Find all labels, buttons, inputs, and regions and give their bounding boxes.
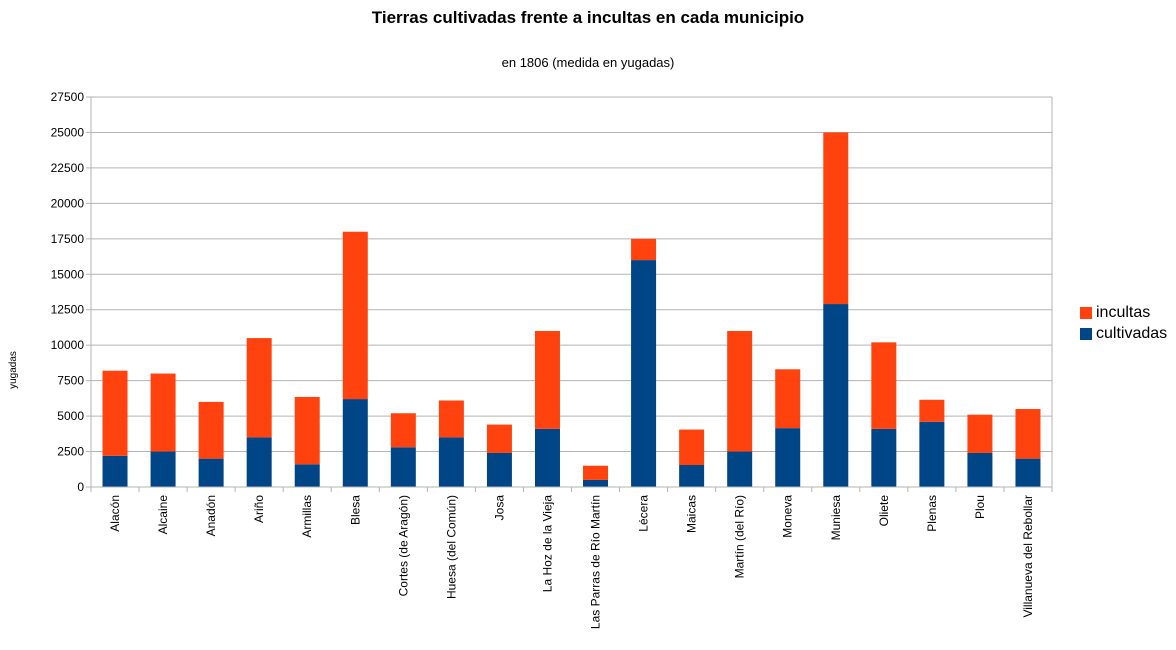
bar-incultas xyxy=(342,231,368,400)
x-tick-label: Cortes (de Aragón) xyxy=(396,495,410,596)
y-tick-label: 20000 xyxy=(51,196,85,210)
x-tick-label: La Hoz de la Vieja xyxy=(540,495,554,593)
bar-cultivadas xyxy=(967,452,993,487)
bar-cultivadas xyxy=(727,451,753,487)
x-tick-label: Muniesa xyxy=(829,495,843,541)
bar-cultivadas xyxy=(486,452,512,487)
y-tick-label: 17500 xyxy=(51,232,85,246)
bar-incultas xyxy=(1015,409,1041,459)
x-tick-label: Las Parras de Río Martín xyxy=(589,495,603,629)
bar-cultivadas xyxy=(1015,458,1041,487)
chart-legend: incultas cultivadas xyxy=(1080,303,1167,345)
bar-cultivadas xyxy=(679,465,705,487)
bar-incultas xyxy=(390,413,416,448)
bar-cultivadas xyxy=(775,428,801,487)
bar-incultas xyxy=(823,132,849,305)
bar-cultivadas xyxy=(246,437,272,487)
bar-cultivadas xyxy=(294,464,320,487)
bar-incultas xyxy=(198,401,224,459)
bar-incultas xyxy=(967,414,993,453)
x-tick-label: Ariño xyxy=(252,495,266,523)
y-tick-label: 22500 xyxy=(51,161,85,175)
bar-cultivadas xyxy=(150,451,176,487)
x-tick-label: Blesa xyxy=(348,495,362,525)
chart-subtitle: en 1806 (medida en yugadas) xyxy=(501,55,675,70)
bar-cultivadas xyxy=(342,399,368,487)
bar-cultivadas xyxy=(871,428,897,487)
legend-item-incultas: incultas xyxy=(1080,303,1167,322)
bar-cultivadas xyxy=(919,421,945,487)
bar-cultivadas xyxy=(198,458,224,487)
bar-cultivadas xyxy=(534,428,560,487)
bar-incultas xyxy=(919,399,945,422)
x-tick-labels: Alacón Alcaine Anadón Ariño Armillas Blesa Cor… xyxy=(108,495,1035,629)
legend-swatch xyxy=(1080,306,1092,319)
bar-incultas xyxy=(679,429,705,466)
bar-cultivadas xyxy=(390,447,416,487)
bars xyxy=(102,132,1041,487)
y-tick-label: 0 xyxy=(77,480,84,494)
bar-incultas xyxy=(871,342,897,429)
bar-incultas xyxy=(775,369,801,429)
bar-incultas xyxy=(583,465,609,480)
x-tick-label: Moneva xyxy=(781,495,795,538)
y-tick-label: 10000 xyxy=(51,338,85,352)
y-tick-labels: 0 2500 5000 7500 10000 12500 15000 17500 20000 22… xyxy=(51,90,85,494)
y-tick-label: 12500 xyxy=(51,303,85,317)
legend-label: incultas xyxy=(1096,303,1151,321)
x-tick-label: Alcaine xyxy=(156,495,170,535)
y-axis-label: yugadas xyxy=(8,351,19,389)
bar-incultas xyxy=(727,331,753,452)
x-tick-label: Plou xyxy=(973,495,987,519)
legend-item-cultivadas: cultivadas xyxy=(1080,324,1167,343)
x-tick-label: Armillas xyxy=(300,495,314,538)
bar-incultas xyxy=(102,370,128,456)
bar-incultas xyxy=(246,338,272,438)
chart-title: Tierras cultivadas frente a incultas en … xyxy=(371,8,805,27)
bar-cultivadas xyxy=(823,304,849,487)
bar-cultivadas xyxy=(583,479,609,487)
axes xyxy=(90,97,1053,488)
y-tick-label: 7500 xyxy=(57,374,84,388)
y-tick-label: 15000 xyxy=(51,267,85,281)
bar-cultivadas xyxy=(438,437,464,487)
legend-label: cultivadas xyxy=(1096,324,1168,342)
x-tick-label: Lécera xyxy=(637,495,651,532)
x-tick-label: Maicas xyxy=(685,495,699,533)
x-tick-label: Oliete xyxy=(877,495,891,527)
bar-incultas xyxy=(294,396,320,465)
y-tick-label: 2500 xyxy=(57,445,84,459)
bar-cultivadas xyxy=(631,260,657,487)
y-tick-label: 5000 xyxy=(57,409,84,423)
x-tick-label: Villanueva del Rebollar xyxy=(1021,495,1035,618)
x-tick-label: Alacón xyxy=(108,495,122,532)
x-tick-label: Martín (del Río) xyxy=(733,495,747,578)
bar-incultas xyxy=(486,424,512,453)
legend-swatch xyxy=(1080,327,1092,340)
bar-incultas xyxy=(631,238,657,261)
x-tick-label: Josa xyxy=(492,495,506,521)
bar-cultivadas xyxy=(102,455,128,487)
y-tick-label: 27500 xyxy=(51,90,85,104)
x-tick-label: Plenas xyxy=(925,495,939,532)
bar-incultas xyxy=(534,331,560,429)
bar-incultas xyxy=(150,373,176,452)
y-tick-label: 25000 xyxy=(51,125,85,139)
x-tick-label: Anadón xyxy=(204,495,218,536)
bar-incultas xyxy=(438,400,464,438)
x-tick-label: Huesa (del Común) xyxy=(444,495,458,599)
gridlines xyxy=(86,96,1053,492)
